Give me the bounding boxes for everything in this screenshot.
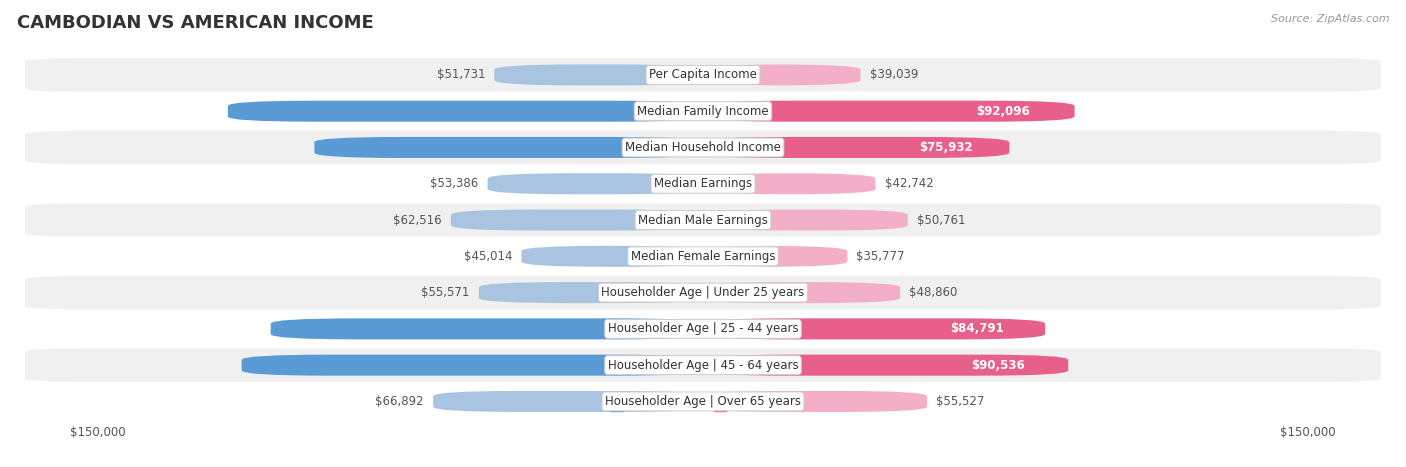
Text: $53,386: $53,386 [430, 177, 478, 190]
FancyBboxPatch shape [703, 318, 1045, 340]
Text: $62,516: $62,516 [394, 213, 441, 226]
Text: $39,039: $39,039 [869, 68, 918, 81]
Text: $50,761: $50,761 [917, 213, 966, 226]
Text: $90,536: $90,536 [970, 359, 1025, 372]
Text: $42,742: $42,742 [884, 177, 934, 190]
Text: Median Female Earnings: Median Female Earnings [631, 250, 775, 263]
Text: $75,932: $75,932 [920, 141, 973, 154]
FancyBboxPatch shape [495, 64, 703, 85]
FancyBboxPatch shape [703, 246, 848, 267]
Text: Householder Age | 45 - 64 years: Householder Age | 45 - 64 years [607, 359, 799, 372]
FancyBboxPatch shape [228, 101, 703, 122]
FancyBboxPatch shape [25, 276, 1381, 309]
FancyBboxPatch shape [703, 354, 1069, 375]
FancyBboxPatch shape [488, 173, 703, 194]
Legend: Cambodian, American: Cambodian, American [605, 395, 801, 417]
FancyBboxPatch shape [433, 391, 703, 412]
FancyBboxPatch shape [703, 391, 927, 412]
Text: $35,777: $35,777 [856, 250, 905, 263]
Text: Source: ZipAtlas.com: Source: ZipAtlas.com [1271, 14, 1389, 24]
Text: $117,780: $117,780 [645, 105, 707, 118]
Text: $96,324: $96,324 [657, 141, 710, 154]
FancyBboxPatch shape [25, 312, 1381, 346]
Text: Per Capita Income: Per Capita Income [650, 68, 756, 81]
FancyBboxPatch shape [703, 137, 1010, 158]
Text: $114,342: $114,342 [648, 359, 710, 372]
Text: Householder Age | Under 25 years: Householder Age | Under 25 years [602, 286, 804, 299]
Text: Median Male Earnings: Median Male Earnings [638, 213, 768, 226]
Text: $107,148: $107,148 [651, 322, 713, 335]
Text: Median Earnings: Median Earnings [654, 177, 752, 190]
FancyBboxPatch shape [703, 64, 860, 85]
Text: Householder Age | 25 - 44 years: Householder Age | 25 - 44 years [607, 322, 799, 335]
Text: CAMBODIAN VS AMERICAN INCOME: CAMBODIAN VS AMERICAN INCOME [17, 14, 374, 32]
FancyBboxPatch shape [703, 101, 1074, 122]
FancyBboxPatch shape [25, 240, 1381, 273]
FancyBboxPatch shape [25, 167, 1381, 200]
FancyBboxPatch shape [703, 210, 908, 231]
FancyBboxPatch shape [703, 173, 876, 194]
FancyBboxPatch shape [25, 131, 1381, 164]
Text: Median Household Income: Median Household Income [626, 141, 780, 154]
FancyBboxPatch shape [242, 354, 703, 375]
Text: $84,791: $84,791 [950, 322, 1004, 335]
FancyBboxPatch shape [25, 385, 1381, 418]
Text: $66,892: $66,892 [375, 395, 425, 408]
FancyBboxPatch shape [25, 58, 1381, 92]
Text: $55,527: $55,527 [936, 395, 984, 408]
Text: Median Family Income: Median Family Income [637, 105, 769, 118]
Text: $55,571: $55,571 [422, 286, 470, 299]
Text: $48,860: $48,860 [910, 286, 957, 299]
FancyBboxPatch shape [25, 203, 1381, 237]
Text: Householder Age | Over 65 years: Householder Age | Over 65 years [605, 395, 801, 408]
FancyBboxPatch shape [271, 318, 703, 340]
Text: $92,096: $92,096 [976, 105, 1031, 118]
FancyBboxPatch shape [703, 282, 900, 303]
FancyBboxPatch shape [479, 282, 703, 303]
FancyBboxPatch shape [25, 348, 1381, 382]
FancyBboxPatch shape [451, 210, 703, 231]
FancyBboxPatch shape [522, 246, 703, 267]
FancyBboxPatch shape [315, 137, 703, 158]
FancyBboxPatch shape [25, 94, 1381, 128]
Text: $45,014: $45,014 [464, 250, 512, 263]
Text: $51,731: $51,731 [437, 68, 485, 81]
